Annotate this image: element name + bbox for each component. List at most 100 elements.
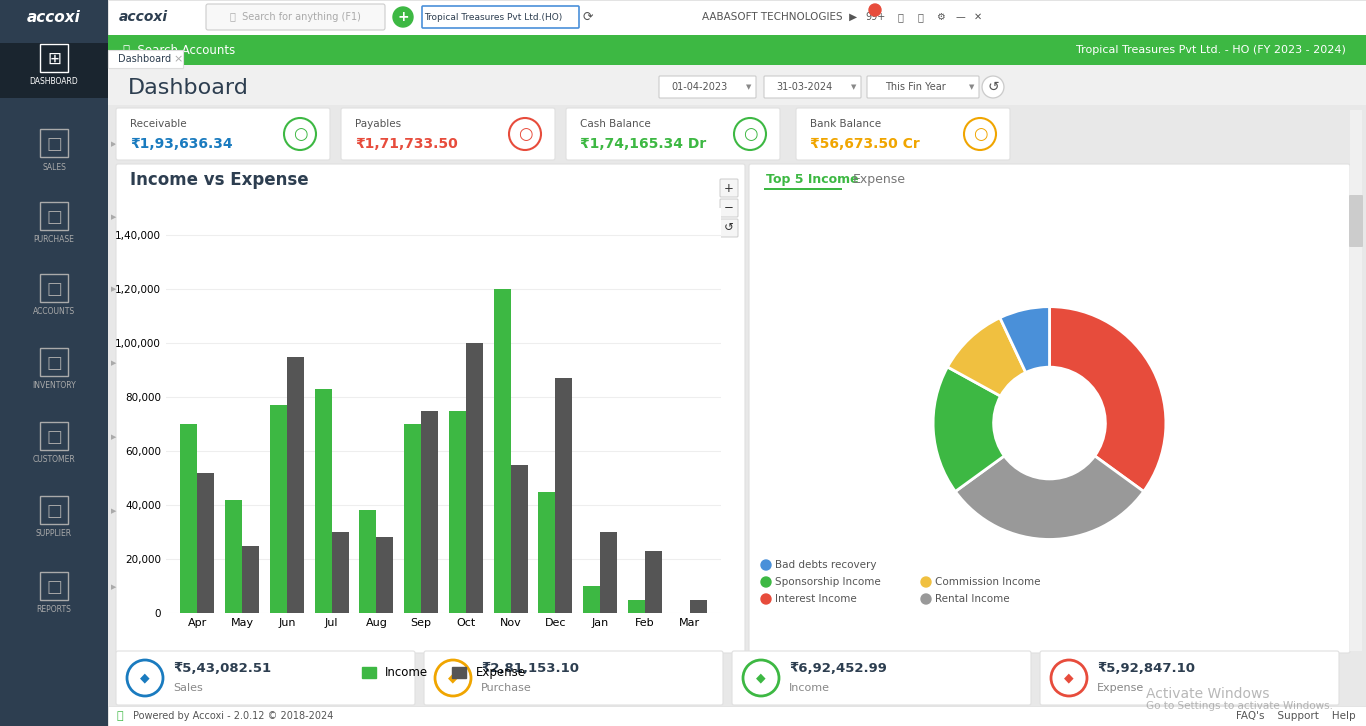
- Bar: [556, 378, 572, 613]
- Text: ₹2,81,153.10: ₹2,81,153.10: [481, 663, 579, 675]
- FancyBboxPatch shape: [764, 188, 841, 190]
- Text: 31-03-2024: 31-03-2024: [776, 82, 833, 92]
- Text: ₹1,93,636.34: ₹1,93,636.34: [130, 137, 232, 151]
- Text: 🔍  Search for anything (F1): 🔍 Search for anything (F1): [229, 12, 361, 22]
- Bar: [270, 405, 287, 613]
- Wedge shape: [1049, 306, 1167, 492]
- Text: ◆: ◆: [448, 672, 458, 685]
- Bar: [449, 410, 466, 613]
- Text: This Fin Year: This Fin Year: [885, 82, 945, 92]
- Circle shape: [869, 4, 881, 16]
- Text: □: □: [46, 502, 61, 520]
- Bar: [600, 532, 617, 613]
- FancyBboxPatch shape: [116, 651, 415, 705]
- Text: ▼: ▼: [746, 84, 751, 90]
- Text: Tropical Treasures Pvt Ltd. - HO (FY 2023 - 2024): Tropical Treasures Pvt Ltd. - HO (FY 202…: [1076, 45, 1346, 55]
- Text: ▶: ▶: [111, 141, 116, 147]
- Text: ₹1,74,165.34 Dr: ₹1,74,165.34 Dr: [581, 137, 706, 151]
- Bar: [332, 532, 348, 613]
- Text: Dashboard: Dashboard: [128, 78, 249, 98]
- Text: ₹1,71,733.50: ₹1,71,733.50: [355, 137, 458, 151]
- FancyBboxPatch shape: [720, 219, 738, 237]
- Text: Interest Income: Interest Income: [775, 594, 856, 604]
- Circle shape: [982, 76, 1004, 98]
- Bar: [225, 499, 242, 613]
- Text: Income vs Expense: Income vs Expense: [130, 171, 309, 189]
- FancyBboxPatch shape: [108, 0, 1366, 35]
- Text: ACCOUNTS: ACCOUNTS: [33, 308, 75, 317]
- Text: ○: ○: [292, 125, 307, 143]
- Text: +: +: [724, 182, 734, 195]
- Text: Bank Balance: Bank Balance: [810, 119, 881, 129]
- Text: □: □: [46, 428, 61, 446]
- Bar: [538, 492, 556, 613]
- FancyBboxPatch shape: [342, 108, 555, 160]
- Text: Expense: Expense: [1097, 683, 1145, 693]
- FancyBboxPatch shape: [108, 706, 1366, 726]
- Wedge shape: [933, 367, 1004, 492]
- FancyBboxPatch shape: [749, 164, 1350, 653]
- FancyBboxPatch shape: [423, 651, 723, 705]
- Text: ↺: ↺: [988, 80, 999, 94]
- Text: Go to Settings to activate Windows.: Go to Settings to activate Windows.: [1146, 701, 1333, 711]
- Bar: [377, 537, 393, 613]
- Text: ▶: ▶: [111, 360, 116, 366]
- Circle shape: [393, 7, 413, 27]
- Circle shape: [921, 577, 932, 587]
- Text: ×: ×: [173, 54, 183, 64]
- Bar: [690, 600, 706, 613]
- Text: —: —: [955, 12, 964, 22]
- Text: □: □: [46, 208, 61, 226]
- Text: ○: ○: [743, 125, 757, 143]
- Text: □: □: [46, 135, 61, 153]
- Text: Expense: Expense: [852, 174, 906, 187]
- FancyBboxPatch shape: [206, 4, 385, 30]
- Text: ▶: ▶: [111, 508, 116, 514]
- FancyBboxPatch shape: [0, 43, 108, 98]
- Text: Activate Windows: Activate Windows: [1146, 687, 1269, 701]
- Text: 🌿: 🌿: [116, 711, 123, 721]
- Text: Bad debts recovery: Bad debts recovery: [775, 560, 877, 570]
- Text: □: □: [46, 280, 61, 298]
- Bar: [242, 545, 260, 613]
- Text: □: □: [46, 354, 61, 372]
- FancyBboxPatch shape: [108, 35, 1366, 65]
- FancyBboxPatch shape: [422, 6, 579, 28]
- Legend: Income, Expense: Income, Expense: [357, 661, 530, 684]
- Text: SALES: SALES: [42, 163, 66, 171]
- FancyBboxPatch shape: [116, 108, 331, 160]
- Text: DASHBOARD: DASHBOARD: [30, 78, 78, 86]
- Text: Tropical Treasures Pvt Ltd.(HO): Tropical Treasures Pvt Ltd.(HO): [423, 12, 563, 22]
- Text: ₹5,43,082.51: ₹5,43,082.51: [173, 663, 270, 675]
- Text: accoxi: accoxi: [119, 10, 168, 24]
- Text: ▶: ▶: [111, 214, 116, 220]
- Wedge shape: [955, 456, 1143, 539]
- Text: □: □: [46, 578, 61, 596]
- Bar: [493, 289, 511, 613]
- Bar: [511, 465, 527, 613]
- FancyBboxPatch shape: [732, 651, 1031, 705]
- Text: ↺: ↺: [724, 221, 734, 234]
- Bar: [359, 510, 377, 613]
- Text: ₹6,92,452.99: ₹6,92,452.99: [790, 663, 887, 675]
- Text: AABASOFT TECHNOLOGIES  ▶: AABASOFT TECHNOLOGIES ▶: [702, 12, 858, 22]
- Text: ○: ○: [518, 125, 533, 143]
- Bar: [645, 551, 663, 613]
- Text: REPORTS: REPORTS: [37, 605, 71, 614]
- Text: Payables: Payables: [355, 119, 402, 129]
- FancyBboxPatch shape: [796, 108, 1009, 160]
- Text: 99+: 99+: [865, 12, 885, 22]
- Text: ▼: ▼: [851, 84, 856, 90]
- Text: CUSTOMER: CUSTOMER: [33, 455, 75, 465]
- Text: −: −: [724, 202, 734, 214]
- Circle shape: [761, 594, 770, 604]
- Text: ◆: ◆: [1064, 672, 1074, 685]
- FancyBboxPatch shape: [1040, 651, 1339, 705]
- Bar: [404, 424, 421, 613]
- Text: ₹5,92,847.10: ₹5,92,847.10: [1097, 663, 1195, 675]
- Text: Commission Income: Commission Income: [934, 577, 1041, 587]
- Text: Purchase: Purchase: [481, 683, 531, 693]
- FancyBboxPatch shape: [108, 65, 1366, 105]
- FancyBboxPatch shape: [1350, 195, 1363, 247]
- Bar: [287, 356, 303, 613]
